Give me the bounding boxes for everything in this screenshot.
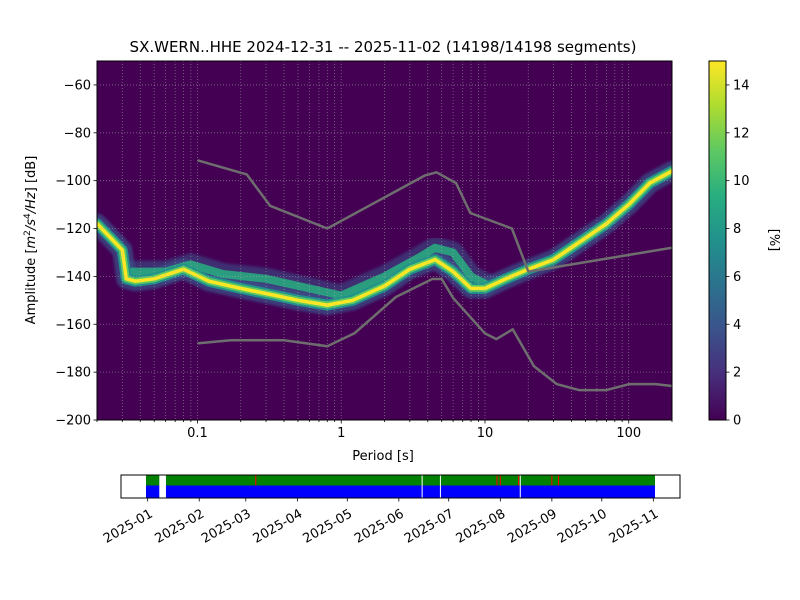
timeline-tick-label: 2025-05 [301, 507, 356, 547]
timeline-frame [120, 474, 681, 499]
y-tick-label: −160 [55, 318, 91, 333]
timeline-tick-label: 2025-11 [607, 507, 662, 547]
y-tick-label: −120 [55, 222, 91, 237]
timeline-tick-label: 2025-04 [251, 507, 306, 547]
timeline-axes: 2025-012025-022025-032025-042025-052025-… [101, 474, 681, 547]
y-tick-label: −60 [64, 78, 91, 93]
colorbar-tick-label: 14 [733, 78, 750, 93]
colorbar-ticks: 0 2 4 6 8 10 12 14 [726, 78, 750, 429]
colorbar-label: [%] [766, 229, 781, 252]
y-axis: −60 −80 −100 −120 −140 −160 −180 −200 [55, 78, 97, 429]
colorbar: 0 2 4 6 8 10 12 14 [%] [708, 60, 781, 429]
colorbar-tick-label: 0 [733, 414, 741, 429]
psd-axes: 0.1 1 10 100 −60 −80 −100 −120 −140 −160 −180 −200… [23, 38, 673, 464]
x-tick-label: 10 [477, 426, 494, 441]
y-tick-label: −80 [64, 126, 91, 141]
y-tick-label: −180 [55, 366, 91, 381]
timeline-gap [159, 475, 166, 498]
colorbar-tick-label: 10 [733, 174, 750, 189]
x-tick-label: 0.1 [187, 426, 208, 441]
timeline-tick-label: 2025-07 [402, 507, 457, 547]
timeline-tick-label: 2025-08 [454, 507, 509, 547]
x-axis: 0.1 1 10 100 [96, 420, 673, 441]
y-tick-label: −200 [55, 414, 91, 429]
chart-title: SX.WERN..HHE 2024-12-31 -- 2025-11-02 (1… [130, 38, 637, 56]
colorbar-tick-label: 12 [733, 126, 750, 141]
timeline-tick-label: 2025-09 [505, 507, 560, 547]
noise-models [197, 159, 672, 392]
colorbar-tick-label: 4 [733, 318, 741, 333]
timeline-tick-label: 2025-10 [555, 507, 610, 547]
x-tick-label: 100 [616, 426, 641, 441]
timeline-tick-label: 2025-01 [101, 507, 156, 547]
timeline-data-bar [146, 475, 655, 486]
colorbar-tick-label: 6 [733, 270, 741, 285]
colorbar-gradient [708, 60, 727, 421]
colorbar-tick-label: 2 [733, 366, 741, 381]
y-tick-label: −100 [55, 174, 91, 189]
timeline-tick-label: 2025-03 [199, 507, 254, 547]
timeline-tick-label: 2025-02 [153, 507, 208, 547]
timeline-coverage-bar [146, 485, 655, 498]
nlnm-curve [197, 277, 672, 392]
timeline-tick-label: 2025-06 [352, 507, 407, 547]
nhnm-curve [197, 159, 672, 273]
x-axis-label: Period [s] [352, 449, 414, 464]
timeline-x-axis: 2025-012025-022025-032025-042025-052025-… [101, 498, 661, 547]
timeline-bars [146, 475, 655, 498]
x-tick-label: 1 [337, 426, 345, 441]
y-tick-label: −140 [55, 270, 91, 285]
y-axis-label: Amplitude [m2/s4/Hz] [dB] [23, 156, 39, 325]
colorbar-tick-label: 8 [733, 222, 741, 237]
